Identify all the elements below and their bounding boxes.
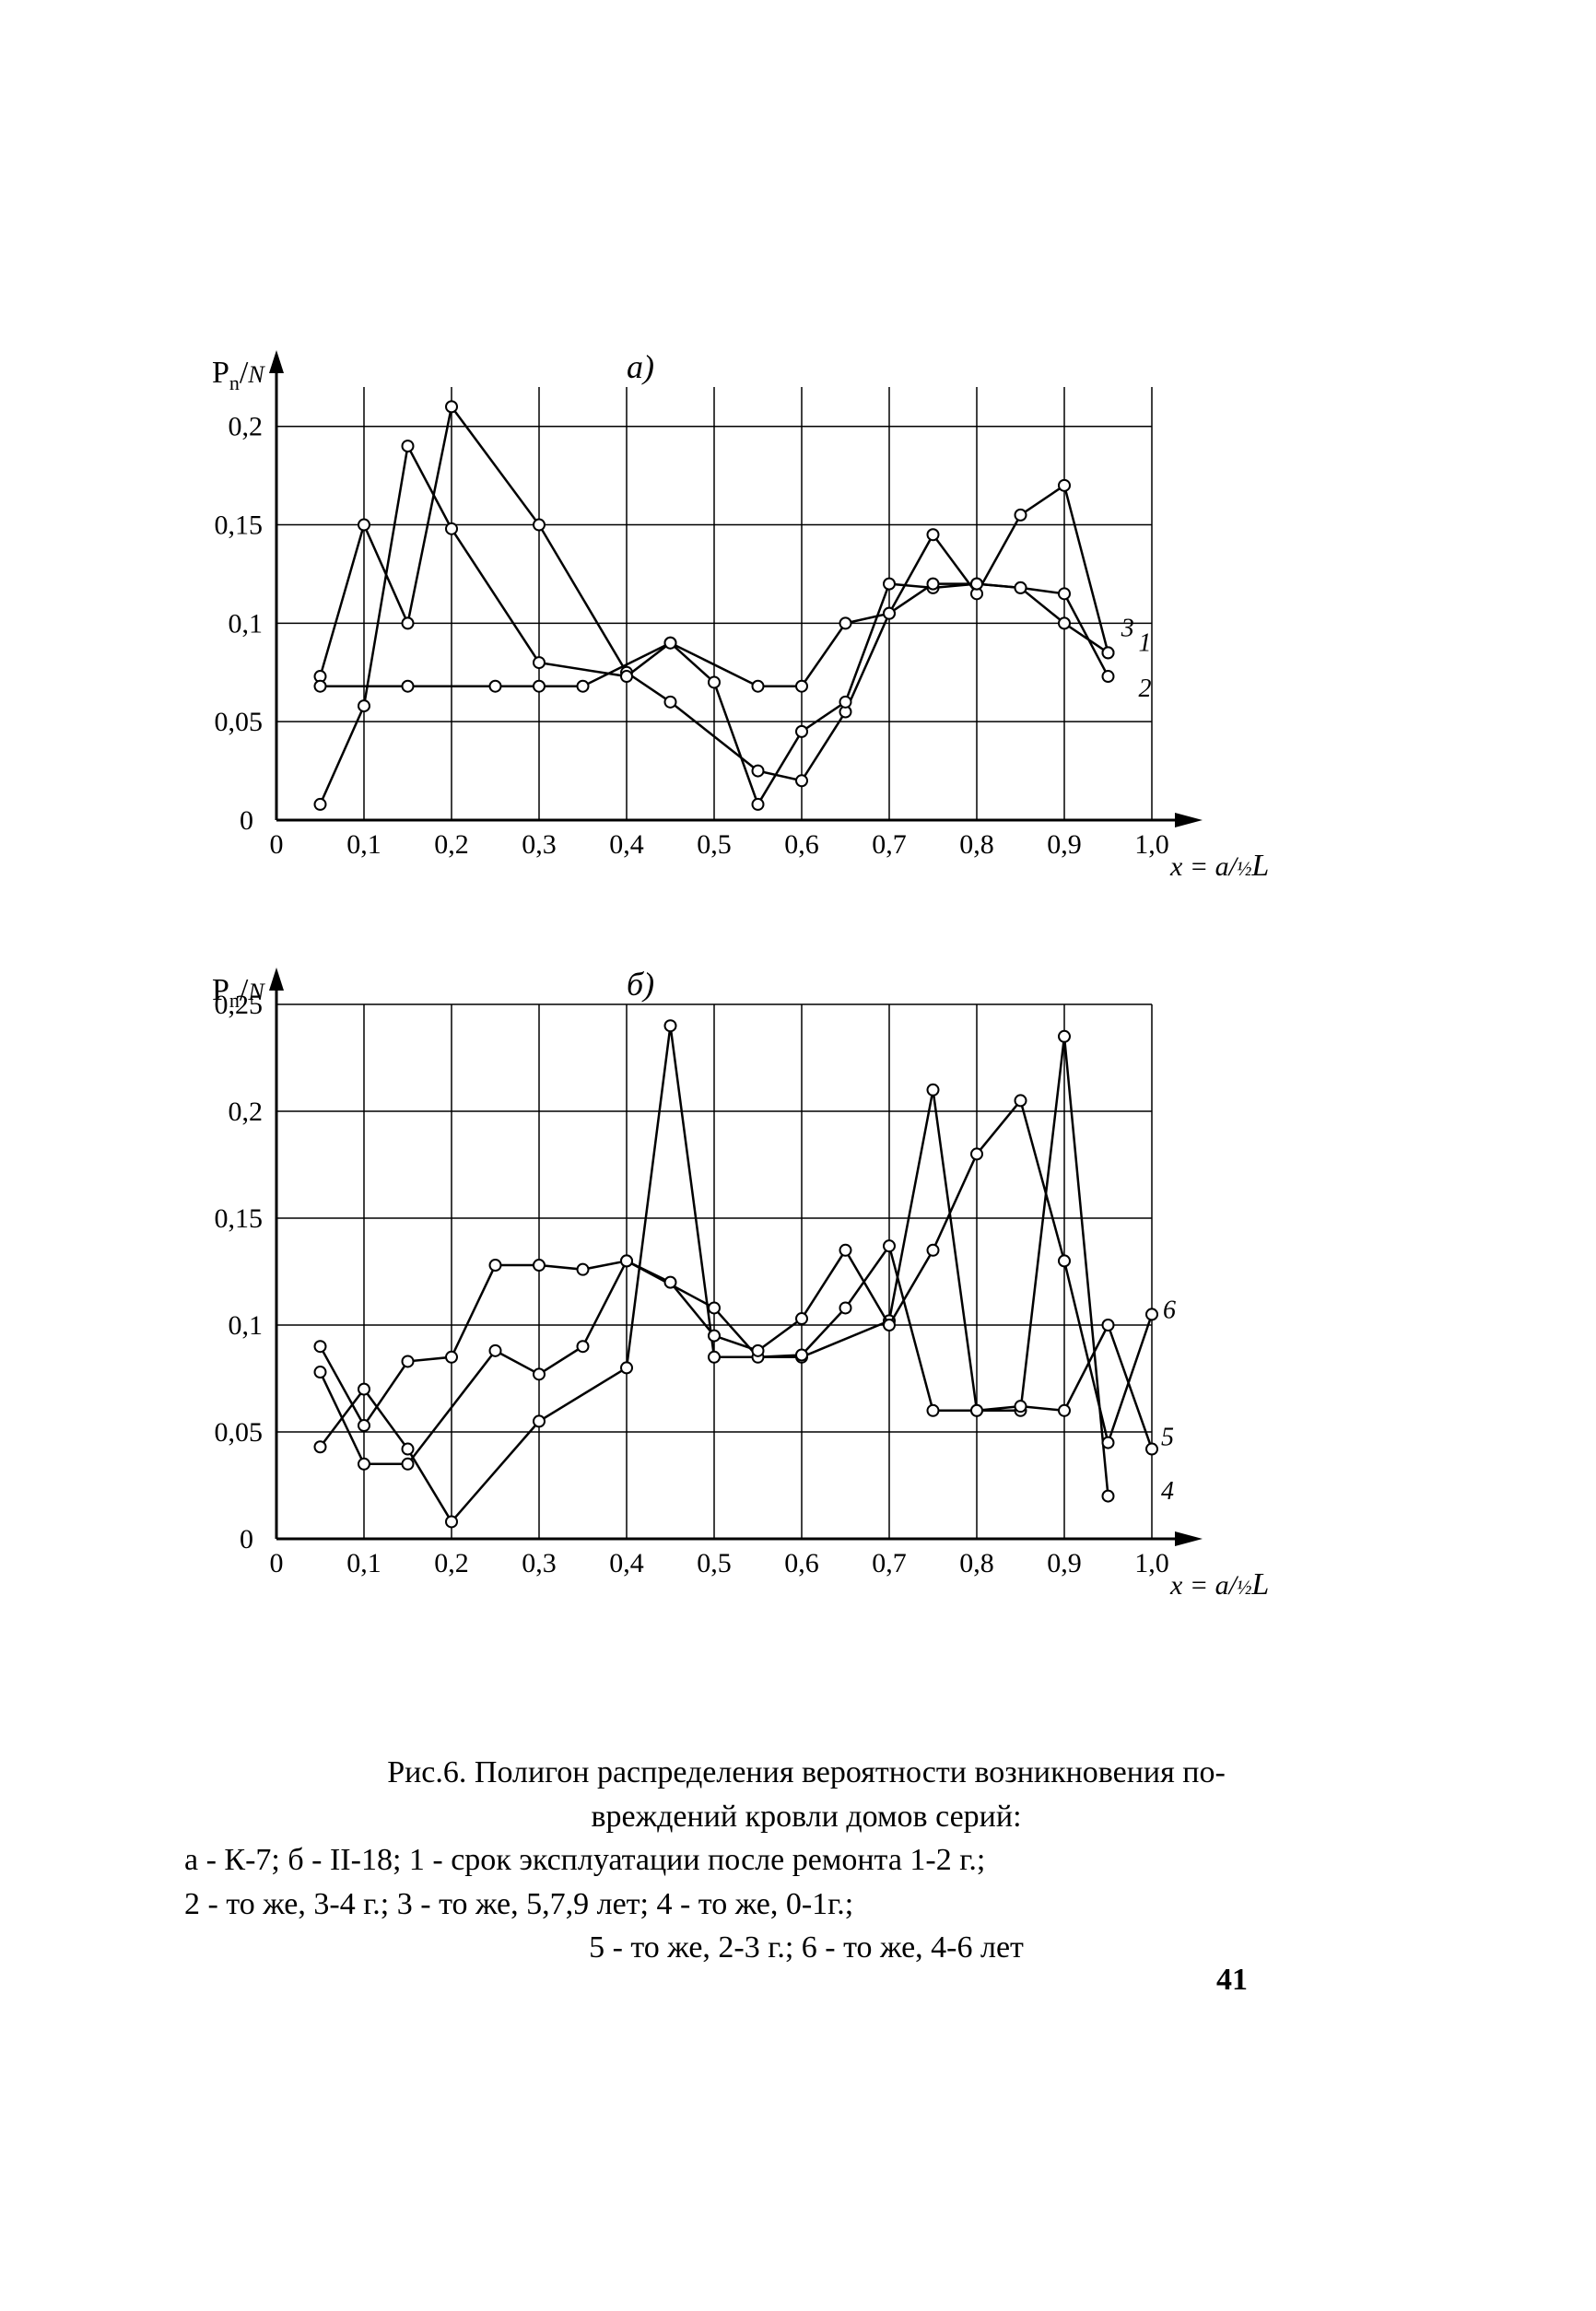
chart-b: 0 0,1 0,2 0,3 0,4 0,5 0,6 0,7 0,8 0,9 1,0 0 0,05 0,1 0… bbox=[166, 931, 1318, 1631]
svg-text:0: 0 bbox=[240, 805, 253, 836]
svg-text:0,15: 0,15 bbox=[215, 1203, 264, 1234]
svg-text:0,2: 0,2 bbox=[229, 1097, 264, 1127]
svg-text:0,1: 0,1 bbox=[229, 1310, 264, 1341]
svg-text:2: 2 bbox=[1139, 675, 1152, 703]
svg-text:1,0: 1,0 bbox=[1134, 829, 1169, 860]
svg-text:0,8: 0,8 bbox=[959, 829, 994, 860]
svg-text:0,2: 0,2 bbox=[434, 829, 469, 860]
chart-a-svg: 0 0,1 0,2 0,3 0,4 0,5 0,6 0,7 0,8 0,9 1,0 0 0,05 0,1 0… bbox=[166, 323, 1318, 894]
svg-text:0,8: 0,8 bbox=[959, 1548, 994, 1578]
svg-text:Pn/N: Pn/N bbox=[212, 356, 265, 394]
svg-text:0,05: 0,05 bbox=[215, 1417, 264, 1448]
svg-text:1,0: 1,0 bbox=[1134, 1548, 1169, 1578]
svg-text:0,1: 0,1 bbox=[346, 1548, 381, 1578]
svg-text:0,1: 0,1 bbox=[229, 608, 264, 639]
chart-a: 0 0,1 0,2 0,3 0,4 0,5 0,6 0,7 0,8 0,9 1,0 0 0,05 0,1 0… bbox=[166, 323, 1318, 894]
caption-line4: 2 - то же, 3-4 г.; 3 - то же, 5,7,9 лет;… bbox=[184, 1887, 853, 1921]
svg-text:0,4: 0,4 bbox=[609, 1548, 644, 1578]
svg-text:4: 4 bbox=[1161, 1477, 1174, 1506]
svg-text:0: 0 bbox=[270, 1548, 284, 1578]
svg-text:б): б) bbox=[627, 966, 654, 1003]
caption-line5: 5 - то же, 2-3 г.; 6 - то же, 4-6 лет bbox=[589, 1930, 1024, 1965]
figure-caption: Рис.6. Полигон распределения вероятности… bbox=[184, 1751, 1428, 1970]
caption-line3: а - К-7; б - II-18; 1 - срок эксплуатаци… bbox=[184, 1843, 985, 1877]
svg-text:3: 3 bbox=[1121, 614, 1134, 642]
page-number: 41 bbox=[1216, 1963, 1248, 1998]
svg-text:0,5: 0,5 bbox=[697, 1548, 732, 1578]
svg-text:0,3: 0,3 bbox=[522, 829, 557, 860]
svg-text:0,6: 0,6 bbox=[784, 829, 819, 860]
svg-text:0: 0 bbox=[240, 1524, 253, 1554]
svg-text:5: 5 bbox=[1161, 1424, 1174, 1452]
svg-text:0,1: 0,1 bbox=[346, 829, 381, 860]
svg-text:0,7: 0,7 bbox=[872, 829, 907, 860]
svg-text:0,5: 0,5 bbox=[697, 829, 732, 860]
svg-text:0,2: 0,2 bbox=[434, 1548, 469, 1578]
svg-text:0,3: 0,3 bbox=[522, 1548, 557, 1578]
chart-b-svg: 0 0,1 0,2 0,3 0,4 0,5 0,6 0,7 0,8 0,9 1,0 0 0,05 0,1 0… bbox=[166, 931, 1318, 1631]
svg-text:0,4: 0,4 bbox=[609, 829, 644, 860]
caption-line1: Рис.6. Полигон распределения вероятности… bbox=[387, 1755, 1226, 1789]
svg-text:x = a/½L: x = a/½L bbox=[1169, 1567, 1269, 1601]
svg-text:а): а) bbox=[627, 348, 654, 385]
svg-text:0,2: 0,2 bbox=[229, 412, 264, 442]
svg-text:x = a/½L: x = a/½L bbox=[1169, 849, 1269, 883]
svg-text:0,7: 0,7 bbox=[872, 1548, 907, 1578]
svg-text:0,6: 0,6 bbox=[784, 1548, 819, 1578]
svg-text:0,15: 0,15 bbox=[215, 510, 264, 541]
svg-text:0: 0 bbox=[270, 829, 284, 860]
caption-line2: вреждений кровли домов серий: bbox=[591, 1800, 1021, 1834]
svg-text:1: 1 bbox=[1139, 628, 1152, 657]
svg-text:6: 6 bbox=[1163, 1296, 1176, 1324]
svg-text:0,05: 0,05 bbox=[215, 707, 264, 737]
svg-text:0,9: 0,9 bbox=[1047, 1548, 1082, 1578]
svg-text:0,9: 0,9 bbox=[1047, 829, 1082, 860]
